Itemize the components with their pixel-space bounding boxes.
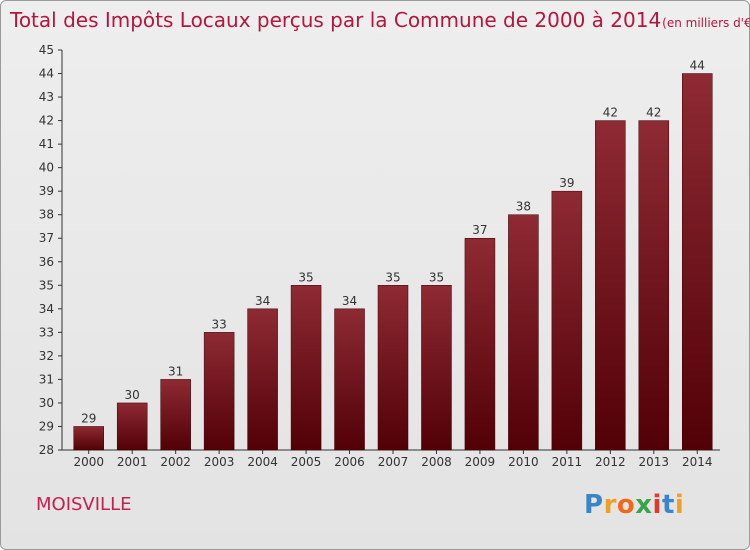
y-tick-label: 45 [39, 43, 54, 57]
data-label-2004: 34 [255, 294, 270, 308]
logo-letter: i [674, 490, 685, 520]
y-tick-label: 32 [39, 349, 54, 363]
y-tick-label: 34 [39, 302, 54, 316]
x-tick-label-2004: 2004 [247, 455, 278, 469]
chart-title-main: Total des Impôts Locaux perçus par la Co… [9, 8, 661, 32]
data-label-2011: 39 [559, 176, 574, 190]
y-tick-label: 44 [39, 67, 54, 81]
x-tick-label-2001: 2001 [117, 455, 148, 469]
x-tick-label-2003: 2003 [204, 455, 235, 469]
data-label-2005: 35 [298, 270, 313, 284]
x-tick-label-2012: 2012 [595, 455, 626, 469]
bar-2000 [73, 426, 104, 451]
y-tick-label: 29 [39, 419, 54, 433]
bar-2002 [160, 379, 191, 451]
y-tick-label: 36 [39, 255, 54, 269]
y-tick-label: 38 [39, 208, 54, 222]
chart-title: Total des Impôts Locaux perçus par la Co… [9, 8, 750, 32]
logo-letter: t [661, 490, 675, 520]
commune-name: MOISVILLE [36, 494, 132, 515]
data-label-2009: 37 [472, 223, 487, 237]
y-tick-label: 42 [39, 114, 54, 128]
x-tick-label-2009: 2009 [465, 455, 496, 469]
bar-2011 [551, 190, 583, 451]
data-label-2003: 33 [211, 317, 226, 331]
x-tick-label-2007: 2007 [378, 455, 409, 469]
y-tick-label: 28 [39, 443, 54, 457]
data-label-2014: 44 [690, 59, 705, 73]
bar-2010 [508, 214, 539, 451]
logo-letter: x [635, 490, 653, 520]
data-label-2006: 34 [342, 294, 357, 308]
bar-2013 [638, 120, 670, 451]
bar-2007 [377, 285, 409, 451]
x-tick-label-2005: 2005 [291, 455, 322, 469]
logo-letter: o [616, 490, 636, 520]
x-tick-label-2013: 2013 [639, 455, 670, 469]
data-label-2008: 35 [429, 270, 444, 284]
data-label-2007: 35 [385, 270, 400, 284]
x-tick-label-2002: 2002 [160, 455, 191, 469]
bar-2001 [116, 402, 148, 451]
proxiti-logo: Proxiti [584, 490, 684, 520]
x-tick-label-2011: 2011 [552, 455, 583, 469]
y-tick-label: 43 [39, 90, 54, 104]
data-label-2013: 42 [646, 106, 661, 120]
y-tick-label: 40 [39, 161, 54, 175]
y-tick-label: 37 [39, 231, 54, 245]
bar-2006 [334, 308, 365, 451]
data-label-2010: 38 [516, 200, 531, 214]
bar-2014 [682, 73, 713, 451]
data-label-2001: 30 [125, 388, 140, 402]
y-tick-label: 41 [39, 137, 54, 151]
bar-2012 [595, 120, 626, 451]
y-tick-label: 31 [39, 372, 54, 386]
bar-2004 [247, 308, 278, 451]
y-tick-label: 33 [39, 325, 54, 339]
x-tick-label-2008: 2008 [421, 455, 452, 469]
y-tick-label: 35 [39, 278, 54, 292]
x-tick-label-2010: 2010 [508, 455, 539, 469]
data-label-2002: 31 [168, 364, 183, 378]
bar-2003 [203, 332, 235, 451]
logo-letter: P [584, 490, 604, 520]
chart-unit: (en milliers d'€) [662, 16, 750, 30]
data-label-2000: 29 [81, 411, 96, 425]
logo-letter: r [603, 490, 617, 520]
x-tick-label-2000: 2000 [73, 455, 104, 469]
y-tick-label: 39 [39, 184, 54, 198]
y-tick-label: 30 [39, 396, 54, 410]
data-label-2012: 42 [603, 106, 618, 120]
x-tick-label-2006: 2006 [334, 455, 365, 469]
x-tick-label-2014: 2014 [682, 455, 713, 469]
logo-letter: i [652, 490, 662, 520]
bar-2008 [421, 285, 452, 451]
bar-2009 [464, 237, 496, 451]
bars: 29 30 31 33 34 35 34 35 35 37 38 39 42 42 44 [73, 59, 713, 451]
bar-2005 [290, 285, 322, 451]
